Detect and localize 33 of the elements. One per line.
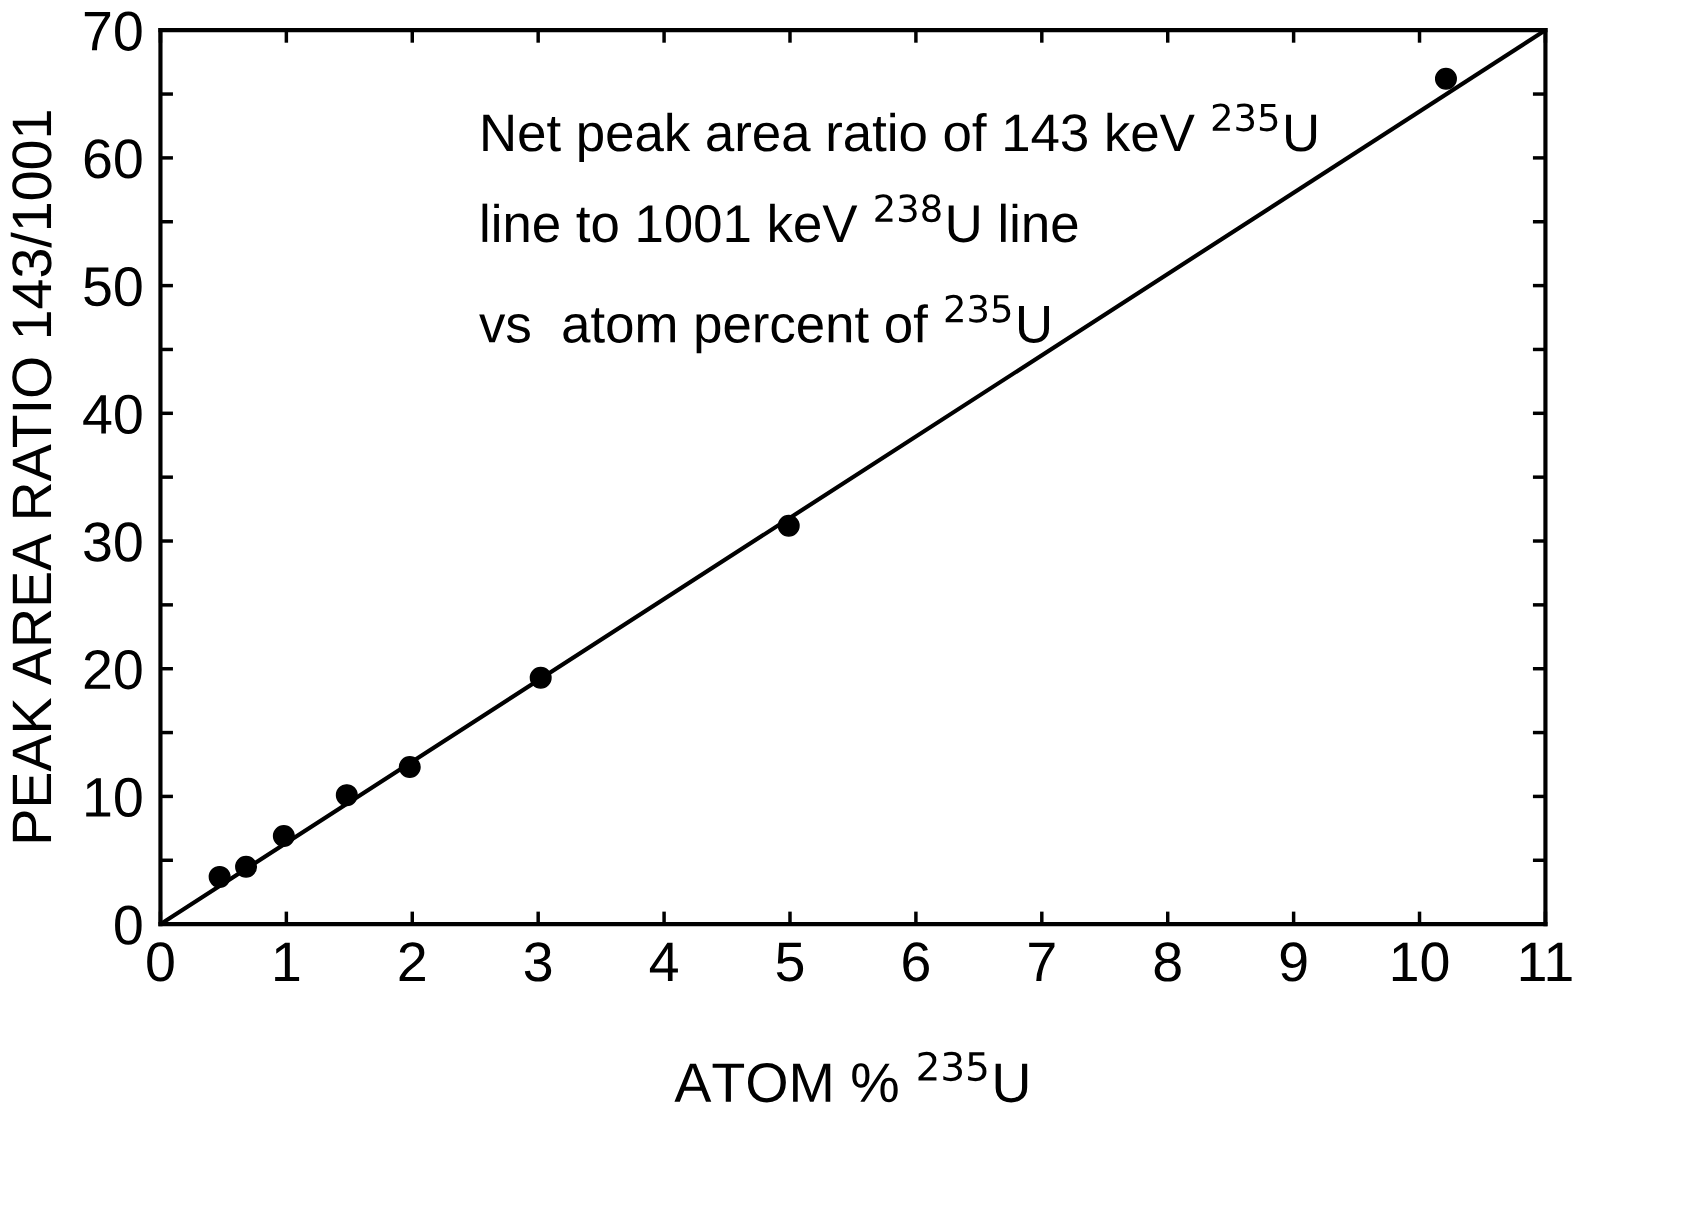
point — [335, 784, 358, 807]
y-tick-label: 40 — [83, 394, 142, 434]
y-tick-label: 20 — [84, 650, 142, 690]
y-tick-label: 0 — [115, 905, 142, 945]
x-tick-label: 11 — [1520, 942, 1572, 982]
x-tick-label: 7 — [1029, 942, 1055, 982]
x-tick-label: 3 — [524, 942, 552, 982]
x-tick-label: 0 — [147, 942, 174, 982]
x-tick-label: 4 — [649, 942, 678, 982]
y-tick-label: 10 — [86, 777, 142, 818]
point — [398, 756, 421, 779]
y-tick-label: 30 — [84, 522, 142, 562]
point — [1434, 67, 1457, 90]
x-tick-label: 5 — [776, 942, 804, 982]
x-tick-label: 6 — [903, 942, 929, 982]
y-axis-title: PEAK AREA RATIO 143/1001 — [10, 111, 52, 842]
y-tick-label: 60 — [84, 139, 142, 179]
x-tick-label: 1 — [275, 942, 300, 982]
point — [208, 865, 231, 888]
x-axis-title: ATOM % $^{235}$U — [674, 1051, 1028, 1103]
annotation: Net peak area ratio of 143 keV $^{235}$U — [483, 103, 1317, 163]
y-tick-label: 70 — [84, 11, 142, 51]
y-tick-label: 50 — [84, 266, 142, 307]
point — [235, 855, 258, 878]
annotation: line to 1001 keV $^{238}$U line — [482, 194, 1078, 243]
point — [529, 666, 552, 689]
x-tick-label: 2 — [399, 942, 425, 982]
x-tick-label: 10 — [1392, 942, 1449, 982]
point — [777, 514, 800, 537]
x-tick-label: 8 — [1154, 942, 1181, 982]
x-tick-label: 9 — [1280, 942, 1307, 982]
annotation: vs atom percent of $^{235}$U — [479, 294, 1049, 354]
point — [272, 825, 295, 848]
